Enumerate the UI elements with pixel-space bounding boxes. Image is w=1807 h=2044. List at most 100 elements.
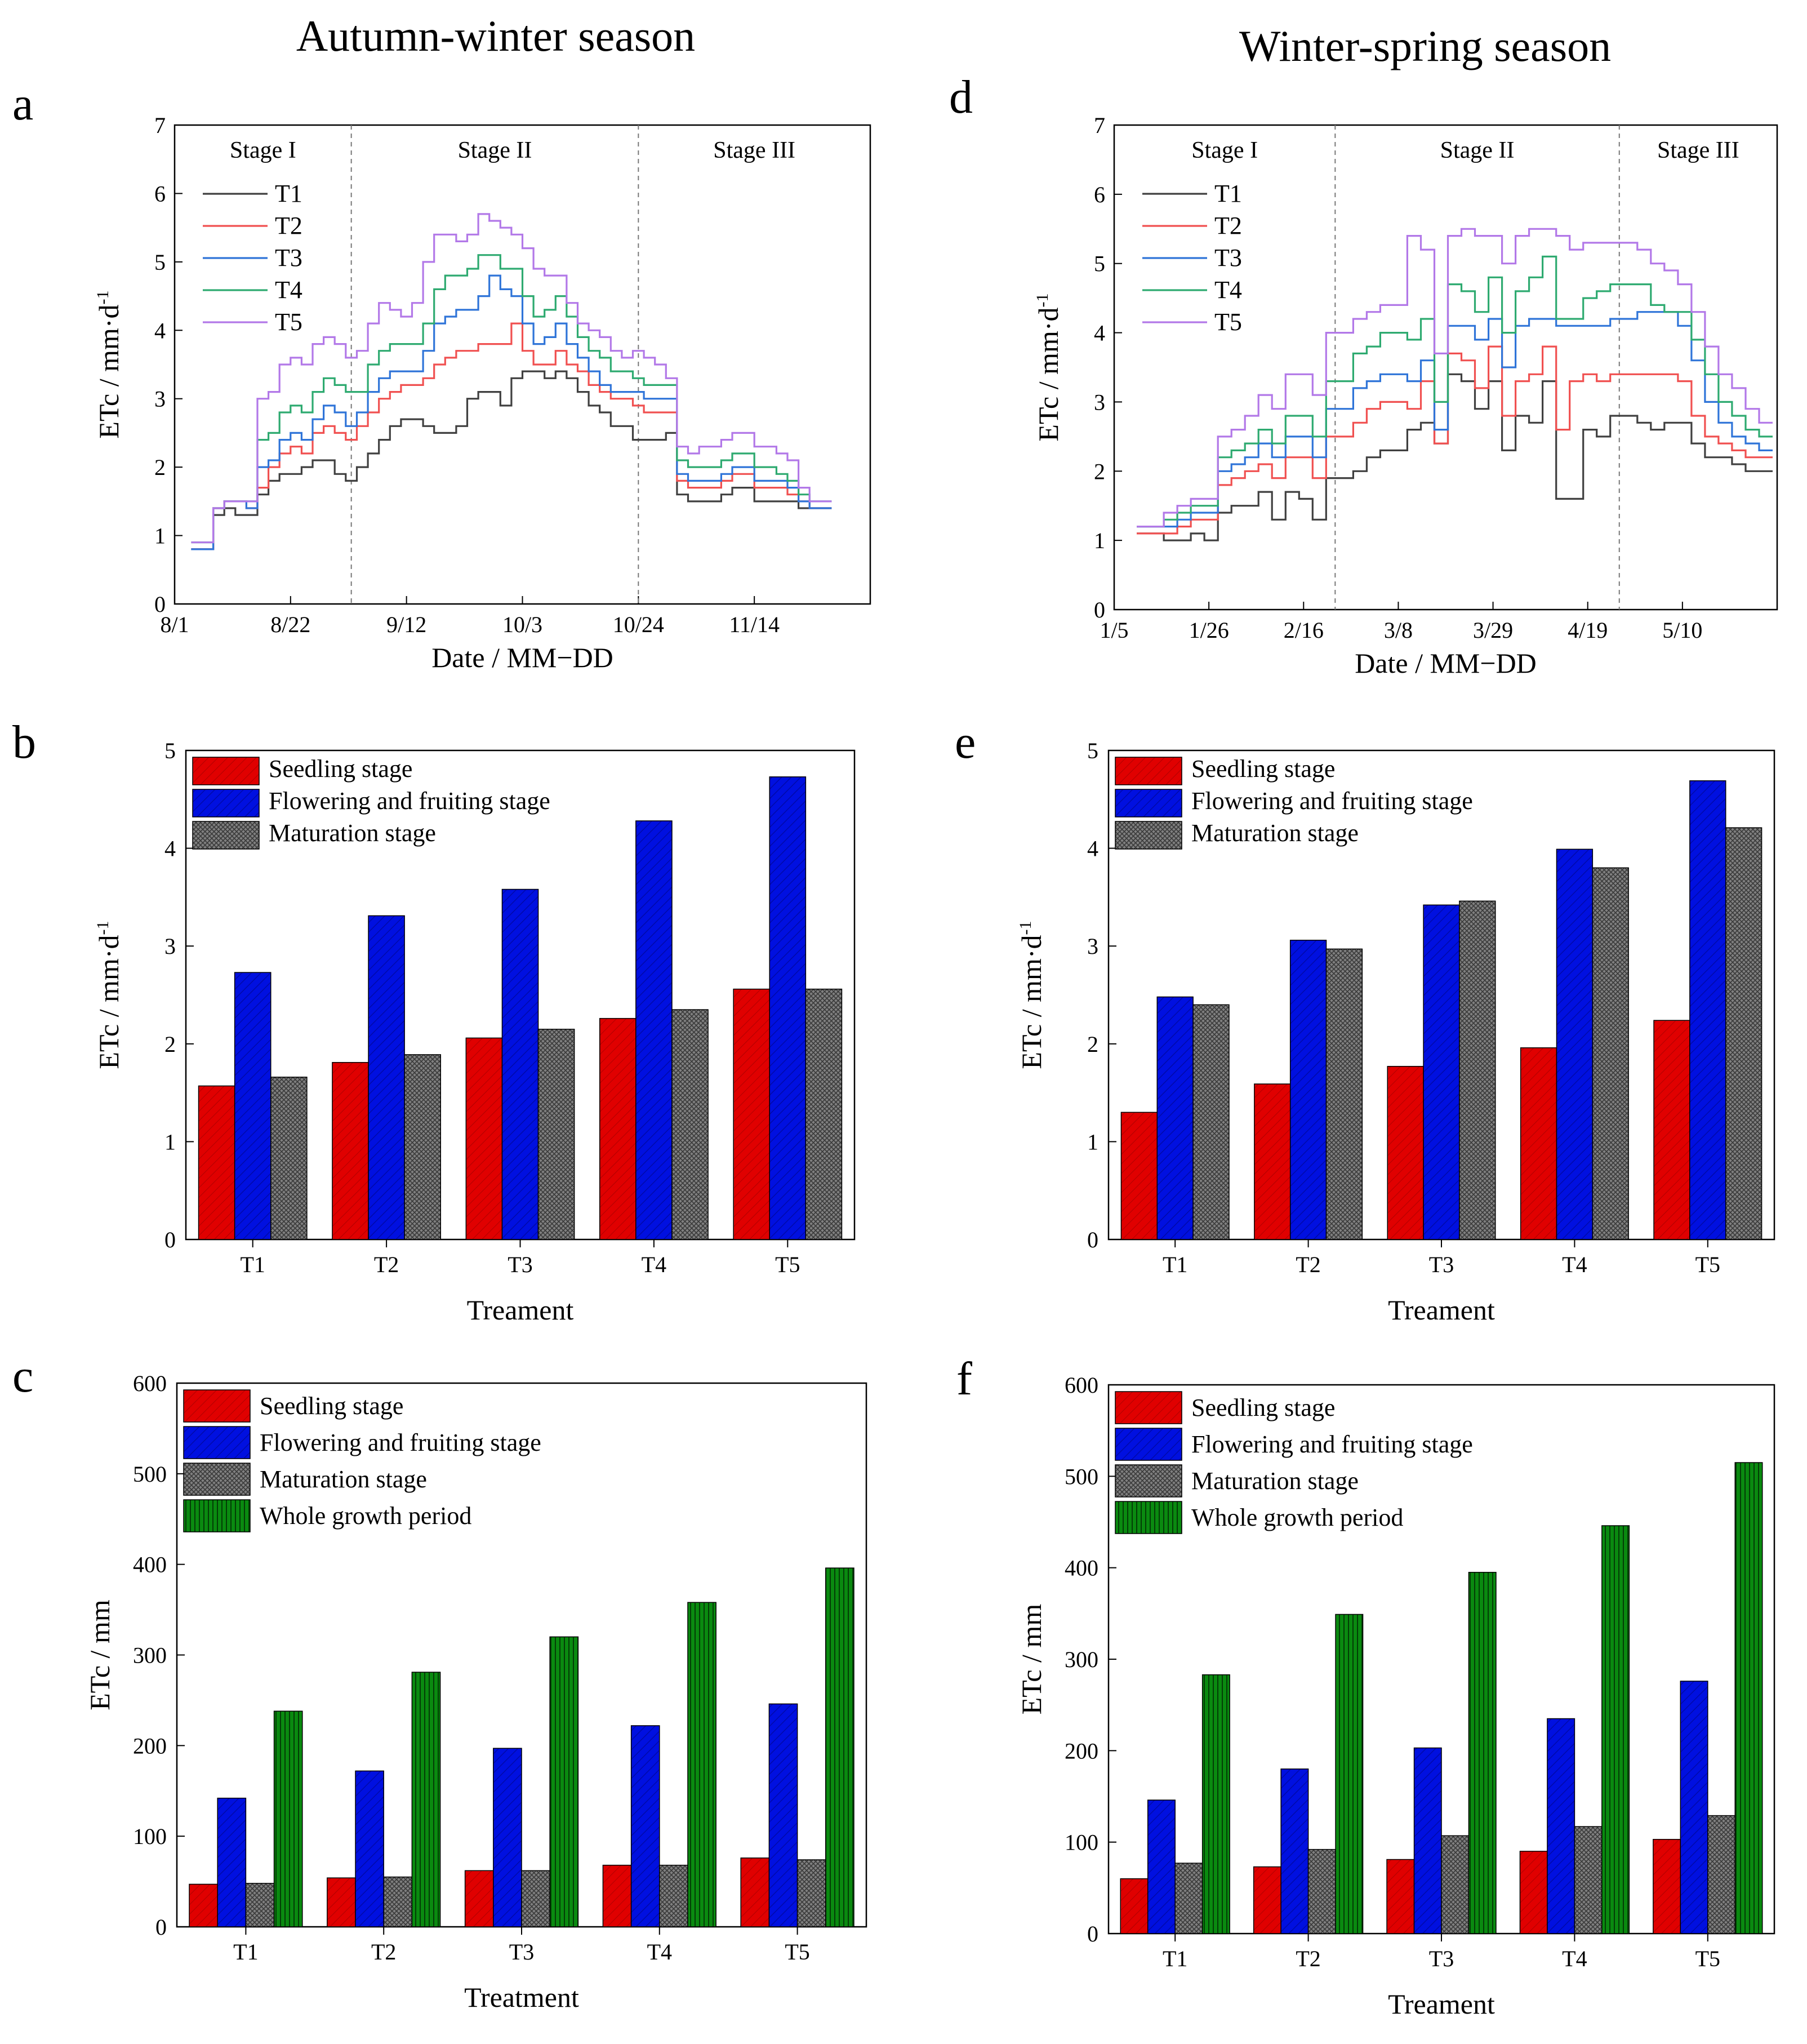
series-line-t1 xyxy=(191,370,832,550)
y-tick-label: 500 xyxy=(1065,1464,1098,1489)
y-tick-label: 4 xyxy=(154,318,166,343)
x-tick-label: T2 xyxy=(1296,1252,1320,1277)
y-axis-title: ETc / mm xyxy=(1016,1604,1047,1715)
panel-c: c 0 100 200 300 400 500 600 T1 T2 T3 T4 T5 Seedling s… xyxy=(12,1350,867,2013)
bar-t2-series-4 xyxy=(1335,1614,1364,1934)
x-tick-label: 11/14 xyxy=(729,612,780,637)
bar-t3-series-3 xyxy=(521,1870,550,1927)
stage-label: Stage III xyxy=(1657,137,1739,163)
bar-t1-series-3 xyxy=(270,1077,308,1240)
series-line-t5 xyxy=(191,213,832,544)
bar-t5-series-2 xyxy=(768,1703,798,1927)
panel-f: f 0 100 200 300 400 500 600 T1 T2 T3 T4 T5 Seedling s… xyxy=(956,1353,1775,2020)
bar-t5-series-2 xyxy=(1689,780,1726,1240)
bar-t5-series-1 xyxy=(1653,1020,1690,1240)
legend-swatch-2 xyxy=(192,789,260,817)
y-tick-label: 3 xyxy=(1094,389,1105,415)
bar-t3-series-1 xyxy=(1386,1859,1415,1934)
x-tick-label: T5 xyxy=(785,1939,809,1965)
series-line-t3 xyxy=(191,274,832,550)
bar-t3-series-2 xyxy=(1413,1747,1442,1934)
legend-swatch-1 xyxy=(1115,1391,1182,1424)
bar-t3-series-4 xyxy=(549,1636,579,1927)
y-tick-label: 7 xyxy=(154,113,166,138)
bar-t4-series-1 xyxy=(1519,1851,1548,1934)
x-tick-label: T1 xyxy=(240,1252,265,1277)
y-tick-label: 0 xyxy=(155,1914,167,1940)
bar-t5-series-3 xyxy=(1725,827,1763,1240)
x-tick-label: 8/1 xyxy=(160,612,189,637)
bar-t2-series-4 xyxy=(411,1672,441,1927)
panel-letter: a xyxy=(12,78,33,130)
legend-label-3: Maturation stage xyxy=(1191,819,1359,847)
bar-t1-series-4 xyxy=(273,1710,303,1927)
panel-letter: f xyxy=(956,1353,972,1405)
y-tick-label: 6 xyxy=(1094,182,1105,207)
x-tick-label: T5 xyxy=(1695,1252,1720,1277)
bar-t4-series-1 xyxy=(599,1017,637,1240)
stage-label: Stage I xyxy=(1191,137,1258,163)
legend-swatch-2 xyxy=(183,1426,251,1459)
y-tick-label: 2 xyxy=(164,1032,176,1057)
legend-label-t2: T2 xyxy=(1214,212,1242,239)
legend-label-t3: T3 xyxy=(275,244,302,272)
x-tick-label: 2/16 xyxy=(1284,617,1324,643)
legend-swatch-4 xyxy=(183,1499,251,1532)
x-tick-label: 3/29 xyxy=(1473,617,1513,643)
bar-t2-series-1 xyxy=(332,1062,369,1240)
x-tick-label: T3 xyxy=(1429,1252,1454,1277)
y-axis-title: ETc / mm·d-1 xyxy=(93,290,124,438)
right-season-title: Winter-spring season xyxy=(1239,21,1611,70)
y-tick-label: 1 xyxy=(164,1129,176,1154)
bar-t3-series-3 xyxy=(1441,1835,1470,1934)
y-tick-label: 7 xyxy=(1094,113,1105,138)
bar-t1-series-2 xyxy=(217,1797,247,1927)
y-tick-label: 4 xyxy=(1094,321,1105,346)
x-tick-label: T3 xyxy=(508,1252,532,1277)
series-line-t2 xyxy=(191,322,832,550)
y-tick-label: 5 xyxy=(164,738,176,763)
bar-t5-series-1 xyxy=(740,1858,770,1927)
x-tick-label: 4/19 xyxy=(1568,617,1608,643)
y-tick-label: 1 xyxy=(154,523,166,549)
legend-label-2: Flowering and fruiting stage xyxy=(260,1429,541,1456)
legend-label-t5: T5 xyxy=(1214,308,1242,336)
legend-swatch-3 xyxy=(1115,1464,1182,1498)
x-axis-title: Treatment xyxy=(464,1981,579,2013)
bar-t4-series-2 xyxy=(1547,1718,1575,1934)
y-tick-label: 5 xyxy=(154,250,166,275)
legend-label-3: Maturation stage xyxy=(269,819,436,847)
series-line-t5 xyxy=(1137,228,1773,528)
bar-t2-series-3 xyxy=(1325,948,1363,1240)
panel-letter: d xyxy=(949,71,973,123)
panel-a: a 0 1 2 3 4 5 6 7 8/1 8/22 9/12 10/3 10/24 11/14 Stage … xyxy=(12,78,871,673)
legend-label-2: Flowering and fruiting stage xyxy=(269,787,550,815)
panel-letter: e xyxy=(955,716,976,768)
y-tick-label: 500 xyxy=(133,1461,167,1487)
bar-t5-series-3 xyxy=(796,1859,826,1927)
bar-t1-series-3 xyxy=(1192,1004,1230,1240)
bar-t4-series-2 xyxy=(635,820,673,1240)
panel-letter: c xyxy=(12,1350,33,1402)
bar-t3-series-2 xyxy=(1423,904,1460,1240)
bar-t4-series-4 xyxy=(687,1602,716,1927)
y-tick-label: 5 xyxy=(1087,738,1098,763)
x-tick-label: T4 xyxy=(1562,1252,1587,1277)
legend-swatch-3 xyxy=(192,821,260,850)
bar-t3-series-3 xyxy=(1459,900,1496,1240)
bar-t3-series-2 xyxy=(493,1748,522,1927)
y-tick-label: 0 xyxy=(164,1227,176,1252)
bar-t4-series-3 xyxy=(659,1864,688,1927)
x-tick-label: 1/5 xyxy=(1100,617,1128,643)
y-tick-label: 400 xyxy=(1065,1556,1098,1581)
legend-label-2: Flowering and fruiting stage xyxy=(1191,787,1473,815)
legend-swatch-3 xyxy=(1115,821,1182,850)
x-axis-title: Treament xyxy=(467,1294,574,1326)
series-line-t4 xyxy=(1137,255,1773,528)
bar-t5-series-1 xyxy=(1653,1839,1681,1934)
legend-label-1: Seedling stage xyxy=(1191,755,1335,783)
x-tick-label: T2 xyxy=(374,1252,399,1277)
x-tick-label: T4 xyxy=(1562,1946,1587,1971)
x-axis-title: Date / MM−DD xyxy=(431,642,613,673)
legend-label-1: Seedling stage xyxy=(269,755,412,783)
